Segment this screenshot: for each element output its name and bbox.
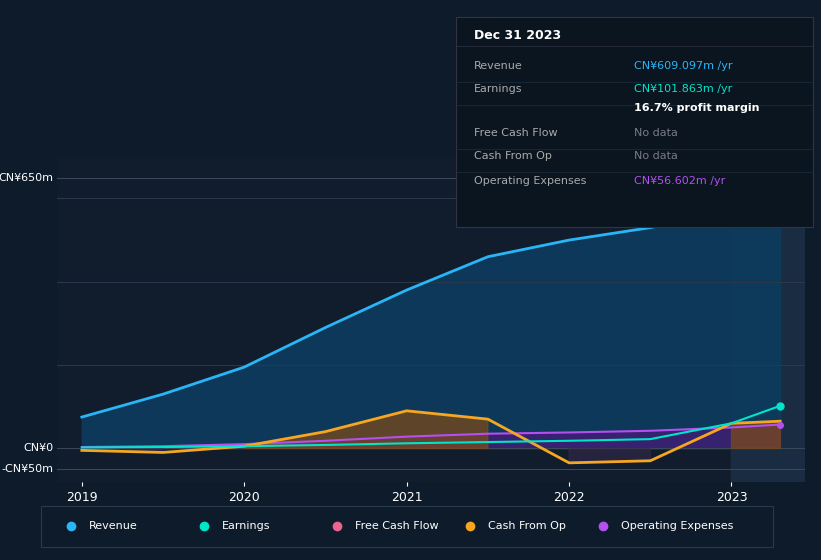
Text: Cash From Op: Cash From Op bbox=[488, 521, 566, 531]
Text: CN¥650m: CN¥650m bbox=[0, 172, 53, 183]
Text: Free Cash Flow: Free Cash Flow bbox=[474, 128, 557, 138]
Text: -CN¥50m: -CN¥50m bbox=[2, 464, 53, 474]
Text: CN¥101.863m /yr: CN¥101.863m /yr bbox=[635, 84, 732, 94]
FancyBboxPatch shape bbox=[41, 506, 773, 547]
Text: Cash From Op: Cash From Op bbox=[474, 151, 552, 161]
Text: CN¥56.602m /yr: CN¥56.602m /yr bbox=[635, 176, 726, 186]
Text: CN¥0: CN¥0 bbox=[24, 444, 53, 453]
Text: Revenue: Revenue bbox=[474, 61, 522, 71]
Text: No data: No data bbox=[635, 128, 678, 138]
Bar bbox=[732, 157, 821, 482]
Text: Operating Expenses: Operating Expenses bbox=[474, 176, 586, 186]
Text: Operating Expenses: Operating Expenses bbox=[621, 521, 733, 531]
Text: Free Cash Flow: Free Cash Flow bbox=[355, 521, 438, 531]
Text: 16.7% profit margin: 16.7% profit margin bbox=[635, 103, 759, 113]
Text: CN¥609.097m /yr: CN¥609.097m /yr bbox=[635, 61, 732, 71]
Text: Revenue: Revenue bbox=[89, 521, 138, 531]
FancyBboxPatch shape bbox=[456, 17, 813, 227]
Text: Dec 31 2023: Dec 31 2023 bbox=[474, 30, 561, 43]
Text: No data: No data bbox=[635, 151, 678, 161]
Text: Earnings: Earnings bbox=[222, 521, 271, 531]
Text: Earnings: Earnings bbox=[474, 84, 522, 94]
